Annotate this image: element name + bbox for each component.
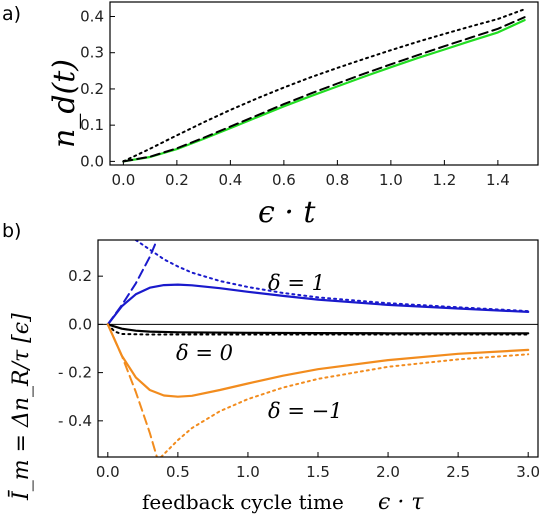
panel-b-series-5-solid-line <box>106 323 530 398</box>
panel-b-plot-area <box>98 240 538 457</box>
panel-a-x-tick-label: 1.0 <box>379 171 403 189</box>
panel-b-series-1-dashed-line <box>106 240 158 326</box>
panel-b-y-axis-label: Ī_m = Δn_R/τ [ϵ] <box>8 313 34 501</box>
panel-b-x-tick-label: 1.0 <box>236 463 260 481</box>
panel-b-y-tick-label: 0.2 <box>68 267 92 285</box>
panel-a-y-tick-label: 0.4 <box>80 7 104 25</box>
panel-a-x-tick-label: 0.4 <box>218 171 242 189</box>
panel-b-x-axis-label: feedback cycle time <box>142 490 344 514</box>
panel-a-y-tick-label: 0.3 <box>80 44 104 62</box>
panel-b-label: b) <box>2 220 21 242</box>
panel-b-series-6-dashed-line <box>106 323 158 457</box>
panel-b-x-axis-symbol: ϵ · τ <box>378 490 424 515</box>
panel-a-y-tick-label: 0.1 <box>80 116 104 134</box>
panel-b-ticks: 0.0 0.5 1.0 1.5 2.0 2.5 3.0 0.2 0.0 - 0.2 - 0.4 <box>58 267 540 481</box>
panel-a-x-axis-label: ϵ · t <box>258 195 316 230</box>
panel-a-y-axis-label-text: n_d(t) <box>47 59 82 148</box>
panel-a-x-tick-label: 0.8 <box>325 171 349 189</box>
panel-b-series-2-dotted-line <box>134 240 530 313</box>
panel-a-series-1-dashed-line <box>122 16 526 163</box>
annotation-delta-1: δ = 1 <box>268 271 325 295</box>
panel-a-frame <box>109 1 539 166</box>
panel-a-series-2-dotted-line <box>122 8 526 163</box>
panel-a-x-tick-label: 1.2 <box>432 171 456 189</box>
annotation-delta-0: δ = 0 <box>176 341 233 365</box>
panel-a-x-tick-label: 1.4 <box>486 171 510 189</box>
panel-a-series-0-solid-line <box>122 19 526 163</box>
panel-a-x-tick-label: 0.6 <box>272 171 296 189</box>
panel-a-plot-area <box>122 8 526 163</box>
panel-b-series-0-solid-line <box>106 283 530 326</box>
panel-a: a) 0.0 0.2 0.4 0.6 0.8 1.0 1.2 1.40.00.10.20.30… <box>2 1 539 230</box>
panel-a-y-axis-label: n_d(t) <box>47 59 82 148</box>
panel-b-x-tick-label: 0.0 <box>96 463 120 481</box>
panel-b-series-4-dotted-line <box>106 323 530 336</box>
panel-b: b) 0.0 0.5 1.0 1.5 2.0 2.5 3.0 0.2 0.0 - 0.2 - 0.4… <box>2 220 540 515</box>
panel-b-y-tick-label: - 0.4 <box>58 412 92 430</box>
annotation-delta-minus-1: δ = −1 <box>268 399 343 423</box>
panel-b-x-tick-label: 3.0 <box>516 463 540 481</box>
panel-b-y-tick-label: 0.0 <box>68 315 92 333</box>
panel-b-x-tick-label: 2.5 <box>446 463 470 481</box>
panel-b-x-tick-label: 1.5 <box>306 463 330 481</box>
panel-b-series-7-dotted-line <box>160 353 530 457</box>
panel-a-y-tick-label: 0.2 <box>80 80 104 98</box>
panel-b-series-3-solid-line <box>106 323 530 335</box>
panel-b-x-tick-label: 0.5 <box>166 463 190 481</box>
panel-a-x-tick-label: 0.2 <box>165 171 189 189</box>
panel-a-label: a) <box>2 3 21 25</box>
panel-a-x-tick-label: 0.0 <box>111 171 135 189</box>
panel-b-y-tick-label: - 0.2 <box>58 364 92 382</box>
panel-b-x-tick-label: 2.0 <box>376 463 400 481</box>
panel-a-ticks: 0.0 0.2 0.4 0.6 0.8 1.0 1.2 1.4 0.0 0.1 0.2 0.3 0.4 <box>80 7 510 189</box>
panel-a-y-tick-label: 0.0 <box>80 152 104 170</box>
